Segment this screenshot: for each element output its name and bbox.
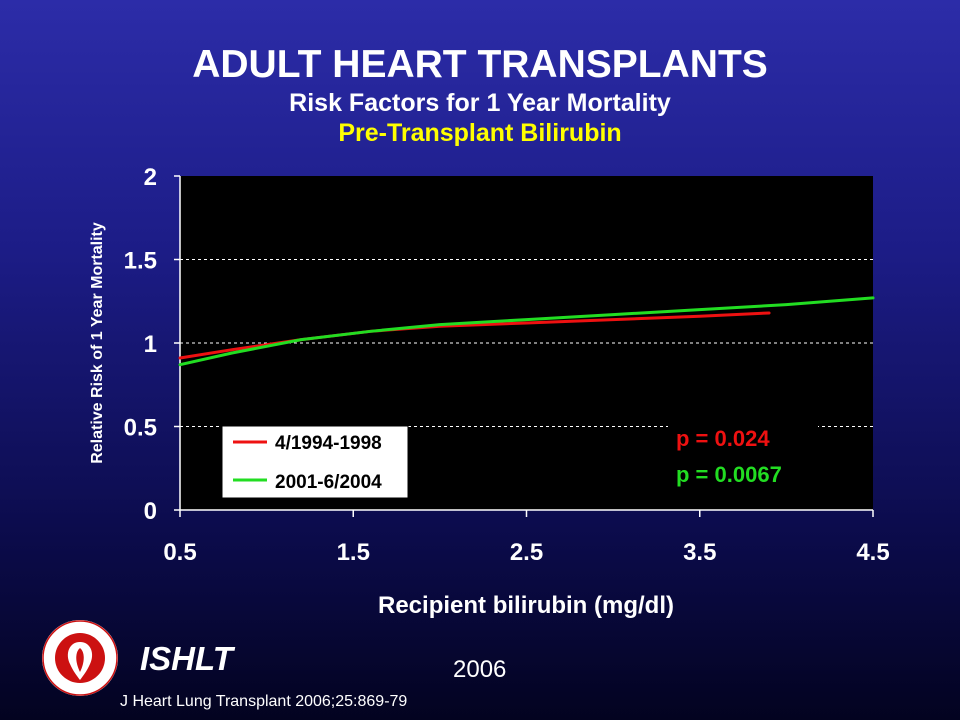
x-tick-labels: 0.5 1.5 2.5 3.5 4.5 xyxy=(163,539,889,566)
series-line-1994-1998 xyxy=(178,311,771,360)
axes xyxy=(174,175,874,517)
p-value-annotations: p = 0.024 p = 0.0067 xyxy=(668,424,818,490)
y-tick-label-1.5: 1.5 xyxy=(124,248,157,275)
y-axis-label: Relative Risk of 1 Year Mortality xyxy=(89,222,106,464)
series-line-2001-2004 xyxy=(178,296,875,367)
legend-label-1994-1998: 4/1994-1998 xyxy=(275,433,382,454)
slide-subtitle-highlight: Pre-Transplant Bilirubin xyxy=(338,119,622,147)
series-lines xyxy=(178,296,875,367)
legend-box xyxy=(221,425,409,499)
y-tick-label-0: 0 xyxy=(144,498,157,525)
x-tick-label-3.5: 3.5 xyxy=(683,539,716,566)
report-year: 2006 xyxy=(453,656,507,683)
legend-label-2001-2004: 2001-6/2004 xyxy=(275,472,382,493)
legend: 4/1994-1998 2001-6/2004 xyxy=(221,425,409,499)
slide-subtitle: Risk Factors for 1 Year Mortality xyxy=(289,89,671,117)
x-tick-label-4.5: 4.5 xyxy=(856,539,889,566)
y-tick-label-1: 1 xyxy=(144,331,157,358)
x-axis-label: Recipient bilirubin (mg/dl) xyxy=(378,592,674,619)
x-tick-label-1.5: 1.5 xyxy=(337,539,370,566)
x-tick-label-2.5: 2.5 xyxy=(510,539,543,566)
p-value-1994-1998: p = 0.024 xyxy=(676,426,770,451)
p-value-2001-2004: p = 0.0067 xyxy=(676,462,782,487)
y-tick-labels: 0 0.5 1 1.5 2 xyxy=(124,164,157,525)
title-block: ADULT HEART TRANSPLANTS Risk Factors for… xyxy=(0,42,960,148)
slide-title: ADULT HEART TRANSPLANTS xyxy=(192,43,768,86)
p-value-backdrop xyxy=(668,424,818,490)
y-tick-label-2: 2 xyxy=(144,164,157,191)
organization-name: ISHLT xyxy=(140,640,233,677)
citation: J Heart Lung Transplant 2006;25:869-79 xyxy=(120,693,408,710)
x-tick-label-0.5: 0.5 xyxy=(163,539,196,566)
ishlt-seal-icon xyxy=(42,620,118,696)
y-tick-label-0.5: 0.5 xyxy=(124,415,157,442)
